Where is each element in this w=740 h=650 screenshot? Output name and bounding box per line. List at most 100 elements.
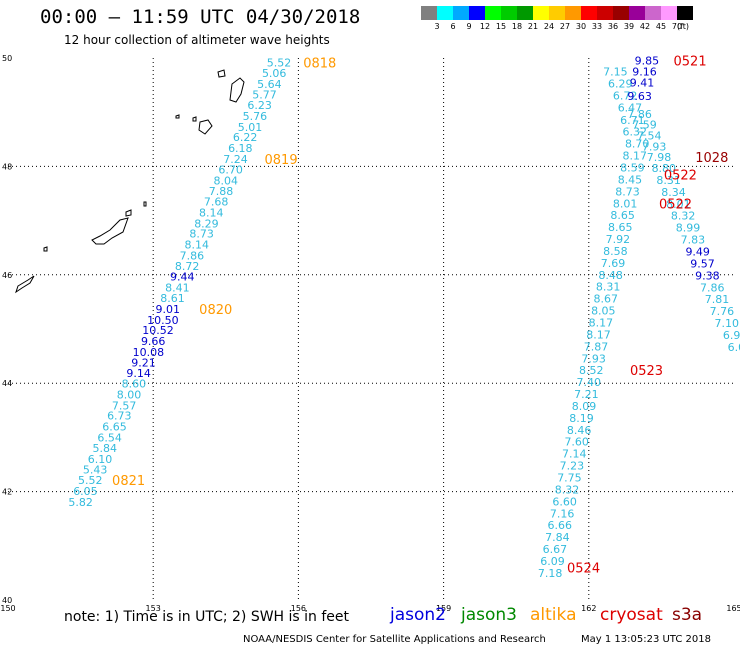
colorbar-swatch — [629, 6, 645, 20]
pass-time-label: 0521 — [674, 55, 707, 70]
colorbar-tick: 30 — [575, 22, 587, 31]
wave-height-value: 5.43 — [83, 463, 108, 476]
wave-height-value: 8.17 — [623, 150, 648, 163]
wave-height-value: 7.14 — [562, 448, 587, 461]
island-5 — [175, 114, 180, 119]
colorbar-swatch — [645, 6, 661, 20]
colorbar-tick: 12 — [479, 22, 491, 31]
island-6 — [91, 217, 129, 245]
wave-height-value: 6.29 — [608, 77, 633, 90]
wave-height-value: 5.06 — [262, 67, 287, 80]
axis-labels: 150 153 156 159 162 165 40 42 44 46 48 50 — [0, 54, 740, 613]
colorbar-swatch — [581, 6, 597, 20]
legend-item-s3a: s3a — [672, 605, 703, 625]
lat-tick-label: 46 — [2, 271, 12, 280]
wave-height-value: 8.01 — [666, 198, 691, 211]
wave-height-value: 8.09 — [572, 400, 597, 413]
wave-height-value: 7.16 — [550, 507, 575, 520]
wave-height-value: 8.99 — [676, 222, 701, 235]
wave-height-value: 7.15 — [603, 66, 628, 79]
colorbar-tick: 33 — [591, 22, 603, 31]
wave-height-value: 7.83 — [681, 234, 706, 247]
track-east: 9.859.169.419.637.867.597.547.937.988.80… — [627, 55, 740, 354]
map-grid — [8, 58, 734, 600]
wave-height-value: 7.84 — [545, 531, 570, 544]
coastline — [15, 69, 245, 294]
wave-height-value: 6.70 — [218, 164, 243, 177]
wave-height-value: 9.14 — [126, 367, 151, 380]
wave-height-value: 6.32 — [623, 126, 648, 139]
wave-height-value: 6.60 — [552, 495, 577, 508]
wave-height-value: 7.69 — [601, 257, 626, 270]
wave-height-value: 5.77 — [252, 88, 277, 101]
colorbar-swatch — [469, 6, 485, 20]
wave-height-value: 9.16 — [632, 66, 657, 79]
page-title: 00:00 – 11:59 UTC 04/30/2018 — [40, 6, 361, 28]
pass-time-label: 0524 — [567, 561, 600, 576]
wave-height-value: 7.87 — [584, 340, 609, 353]
legend-item-cryosat: cryosat — [600, 605, 663, 625]
wave-height-value: 9.41 — [630, 76, 655, 89]
pass-time-label: 0523 — [630, 364, 663, 379]
credit: NOAA/NESDIS Center for Satellite Applica… — [243, 634, 546, 645]
page-subtitle: 12 hour collection of altimeter wave hei… — [64, 33, 330, 47]
wave-height-value: 8.52 — [579, 364, 604, 377]
legend-item-jason2: jason2 — [390, 605, 446, 625]
wave-height-value: 7.86 — [627, 108, 652, 121]
coast-kamchatka-tip — [15, 275, 35, 294]
wave-height-value: 7.57 — [112, 399, 137, 412]
lon-tick-label: 165 — [726, 604, 740, 613]
wave-height-value: 8.73 — [615, 185, 640, 198]
wave-height-value: 5.52 — [267, 56, 292, 69]
wave-height-value: 10.08 — [133, 346, 165, 359]
lat-tick-label: 44 — [2, 379, 12, 388]
island-8 — [143, 201, 147, 207]
wave-height-value: 6.09 — [540, 555, 565, 568]
wave-height-value: 8.58 — [603, 245, 628, 258]
wave-height-value: 8.14 — [199, 206, 224, 219]
colorbar-swatch — [677, 6, 693, 20]
wave-height-value: 9.49 — [685, 245, 710, 258]
wave-height-value: 8.29 — [194, 217, 219, 230]
colorbar-tick: 39 — [623, 22, 635, 31]
wave-height-value: 9.01 — [155, 303, 180, 316]
wave-height-value: 8.32 — [671, 210, 696, 223]
colorbar-swatch — [501, 6, 517, 20]
wave-height-value: 8.59 — [620, 161, 645, 174]
colorbar-tick: 9 — [466, 22, 472, 31]
wave-height-value: 5.01 — [238, 121, 263, 134]
lon-tick-label: 156 — [291, 604, 306, 613]
colorbar-tick: 70 — [671, 22, 683, 31]
wave-height-value: 8.14 — [185, 238, 210, 251]
wave-height-value: 7.24 — [223, 153, 248, 166]
colorbar-unit: (ft) — [677, 22, 690, 31]
wave-height-value: 7.68 — [204, 196, 229, 209]
wave-height-value: 7.86 — [700, 281, 725, 294]
wave-height-value: 7.81 — [705, 293, 730, 306]
wave-height-value: 9.63 — [627, 90, 652, 103]
colorbar-tick: 21 — [527, 22, 539, 31]
wave-height-value: 6.47 — [618, 101, 643, 114]
colorbar-swatch — [613, 6, 629, 20]
wave-height-value: 6.67 — [543, 543, 568, 556]
wave-height-value: 6.18 — [228, 142, 253, 155]
wave-height-value: 8.70 — [625, 138, 650, 151]
track-west: 5.525.065.645.776.235.765.016.226.187.24… — [68, 56, 291, 509]
colorbar-swatch — [549, 6, 565, 20]
wave-height-value: 7.54 — [637, 130, 662, 143]
wave-height-value: 8.00 — [117, 389, 142, 402]
wave-height-value: 9.66 — [141, 335, 166, 348]
wave-height-value: 6.22 — [233, 131, 258, 144]
wave-height-value: 5.76 — [243, 110, 268, 123]
legend-item-altika: altika — [530, 605, 577, 625]
wave-height-value: 6.23 — [247, 99, 272, 112]
wave-height-value: 7.92 — [606, 233, 631, 246]
wave-height-value: 6.9 — [723, 329, 740, 342]
lat-tick-label: 42 — [2, 488, 12, 497]
wave-height-value: 7.75 — [557, 472, 582, 485]
island-2 — [217, 69, 226, 78]
lat-tick-label: 40 — [2, 596, 12, 605]
wave-height-value: 6.05 — [73, 485, 98, 498]
wave-height-value: 5.82 — [68, 496, 93, 509]
